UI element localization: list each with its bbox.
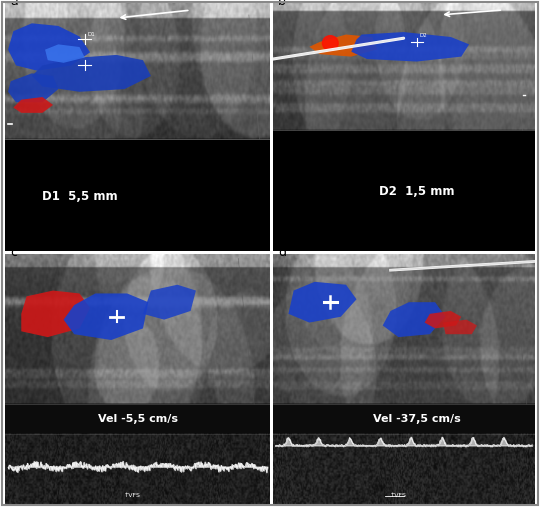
- Polygon shape: [8, 74, 58, 102]
- Circle shape: [322, 35, 338, 51]
- Text: D1  5,5 mm: D1 5,5 mm: [42, 190, 117, 203]
- Text: D2: D2: [420, 33, 427, 38]
- Polygon shape: [424, 311, 461, 329]
- Polygon shape: [351, 32, 469, 61]
- Polygon shape: [45, 45, 85, 63]
- Text: ↑VFS: ↑VFS: [390, 493, 407, 498]
- Polygon shape: [64, 294, 148, 340]
- Text: Vel -5,5 cm/s: Vel -5,5 cm/s: [98, 414, 178, 424]
- Text: D2  1,5 mm: D2 1,5 mm: [379, 185, 455, 198]
- Polygon shape: [21, 291, 90, 337]
- Text: Vel -37,5 cm/s: Vel -37,5 cm/s: [373, 414, 461, 424]
- Polygon shape: [143, 285, 196, 319]
- Polygon shape: [14, 97, 53, 113]
- Text: d: d: [278, 245, 286, 259]
- Polygon shape: [309, 34, 377, 57]
- Polygon shape: [443, 319, 477, 334]
- Polygon shape: [288, 282, 356, 322]
- Text: c: c: [11, 245, 18, 259]
- Text: a: a: [11, 0, 18, 8]
- Text: D1: D1: [87, 31, 95, 37]
- Polygon shape: [8, 23, 90, 70]
- Text: b: b: [278, 0, 286, 8]
- Polygon shape: [383, 302, 445, 337]
- Text: ↑VFS: ↑VFS: [124, 493, 141, 498]
- Polygon shape: [32, 55, 151, 92]
